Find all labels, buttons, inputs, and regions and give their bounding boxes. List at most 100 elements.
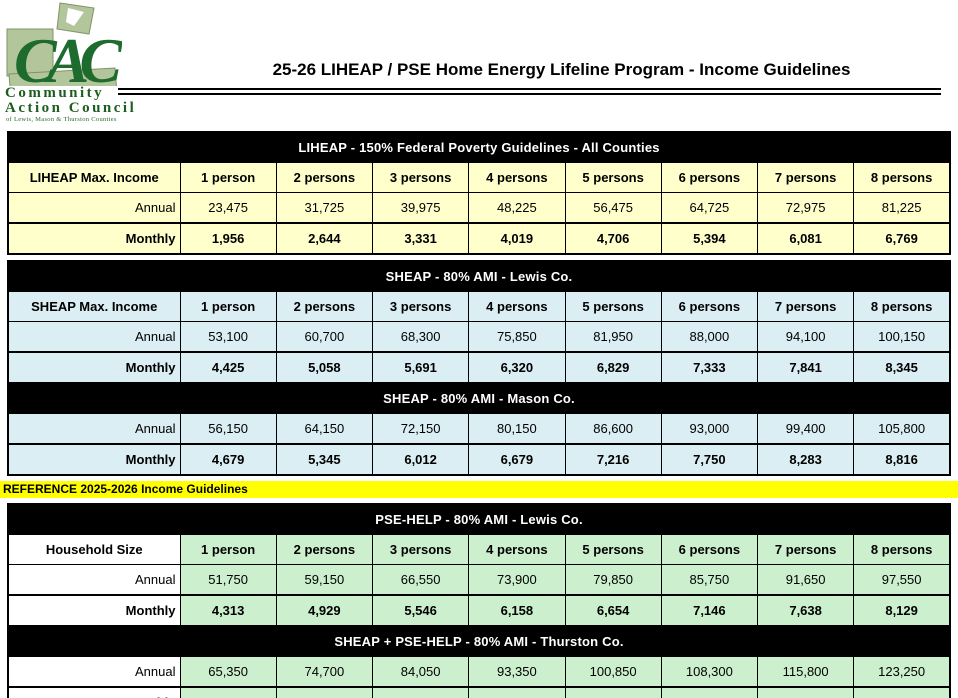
income-value: 86,600 — [564, 413, 662, 445]
income-value: 2,644 — [275, 222, 374, 255]
income-value: 6,829 — [564, 351, 662, 384]
section-band-title: SHEAP - 80% AMI - Lewis Co. — [7, 260, 951, 292]
income-value: 93,350 — [468, 656, 566, 688]
section-band-title: SHEAP - 80% AMI - Mason Co. — [7, 382, 951, 414]
row-label: Monthly — [7, 351, 181, 384]
income-value: 100,850 — [564, 656, 662, 688]
income-value: 75,850 — [468, 321, 566, 353]
person-column-header: 2 persons — [275, 162, 374, 193]
person-column-header: 8 persons — [853, 534, 951, 565]
row-label: Monthly — [7, 594, 181, 627]
income-value: 88,000 — [660, 321, 759, 353]
income-value: 23,475 — [179, 192, 277, 224]
income-value: 6,158 — [468, 594, 566, 627]
income-value: 53,100 — [179, 321, 277, 353]
income-value: 39,975 — [371, 192, 470, 224]
income-row: Annual 53,100 60,700 68,300 75,850 81,950 88,0… — [7, 321, 951, 353]
org-tagline: of Lewis, Mason & Thurston Counties — [6, 116, 117, 123]
income-row: Monthly 4,425 5,058 5,691 6,320 6,829 7,333 7,8… — [7, 351, 951, 384]
income-value: 59,150 — [275, 564, 374, 596]
income-value: 7,638 — [756, 594, 855, 627]
row-label: Annual — [7, 192, 181, 224]
org-name-line2: Action Council — [5, 100, 137, 116]
income-row: Monthly 1,956 2,644 3,331 4,019 4,706 5,394 6,0… — [7, 222, 951, 255]
person-column-header: 4 persons — [468, 534, 566, 565]
income-row: Annual 23,475 31,725 39,975 48,225 56,475 64,7… — [7, 192, 951, 224]
income-value: 72,150 — [371, 413, 470, 445]
income-value: 6,320 — [468, 351, 566, 384]
income-value: 100,150 — [853, 321, 951, 353]
income-value: 4,425 — [179, 351, 277, 384]
income-value: 4,019 — [468, 222, 566, 255]
income-value: 31,725 — [275, 192, 374, 224]
person-column-header: 8 persons — [853, 291, 951, 322]
org-name-line1: Community — [5, 85, 105, 101]
label-column-header: Household Size — [7, 534, 181, 565]
income-value: 7,779 — [468, 686, 566, 698]
income-value: 9,025 — [660, 686, 759, 698]
income-value: 8,129 — [853, 594, 951, 627]
income-value: 1,956 — [179, 222, 277, 255]
section-band-title: SHEAP + PSE-HELP - 80% AMI - Thurston Co… — [7, 625, 951, 657]
income-table-group: LIHEAP - 150% Federal Poverty Guidelines… — [7, 131, 951, 255]
income-value: 93,000 — [660, 413, 759, 445]
person-column-header: 3 persons — [371, 534, 470, 565]
person-column-header: 5 persons — [564, 291, 662, 322]
person-column-header: 6 persons — [660, 534, 759, 565]
person-column-header: 2 persons — [275, 534, 374, 565]
column-header-row: Household Size 1 person 2 persons 3 persons… — [7, 534, 951, 565]
income-value: 8,816 — [853, 443, 951, 476]
person-column-header: 3 persons — [371, 291, 470, 322]
income-value: 5,546 — [371, 594, 470, 627]
svg-text:CAC: CAC — [14, 25, 122, 86]
income-value: 60,700 — [275, 321, 374, 353]
income-value: 56,150 — [179, 413, 277, 445]
income-value: 64,725 — [660, 192, 759, 224]
income-row: Monthly5,4466,2257,0047,7798,4049,0259,6… — [7, 686, 951, 698]
income-value: 3,331 — [371, 222, 470, 255]
income-value: 85,750 — [660, 564, 759, 596]
income-value: 6,654 — [564, 594, 662, 627]
income-row: Annual 56,150 64,150 72,150 80,150 86,600 93,0… — [7, 413, 951, 445]
income-value: 81,950 — [564, 321, 662, 353]
person-column-header: 5 persons — [564, 162, 662, 193]
person-column-header: 6 persons — [660, 162, 759, 193]
income-value: 6,225 — [275, 686, 374, 698]
cac-monogram-icon: CAC — [6, 2, 122, 86]
person-column-header: 3 persons — [371, 162, 470, 193]
person-column-header: 1 person — [179, 534, 277, 565]
income-value: 108,300 — [660, 656, 759, 688]
income-table-group: PSE-HELP - 80% AMI - Lewis Co. Household … — [7, 503, 951, 698]
row-label: Monthly — [7, 222, 181, 255]
income-row: Monthly 4,313 4,929 5,546 6,158 6,654 7,146 7,6… — [7, 594, 951, 627]
income-value: 68,300 — [371, 321, 470, 353]
income-value: 79,850 — [564, 564, 662, 596]
income-row: Annual 51,750 59,150 66,550 73,900 79,850 85,7… — [7, 564, 951, 596]
income-row: Monthly 4,679 5,345 6,012 6,679 7,216 7,750 8,2… — [7, 443, 951, 476]
income-value: 7,216 — [564, 443, 662, 476]
row-label: Annual — [7, 564, 181, 596]
income-value: 81,225 — [853, 192, 951, 224]
income-value: 6,679 — [468, 443, 566, 476]
person-column-header: 1 person — [179, 291, 277, 322]
income-value: 65,350 — [179, 656, 277, 688]
income-value: 4,706 — [564, 222, 662, 255]
income-value: 7,146 — [660, 594, 759, 627]
label-column-header: LIHEAP Max. Income — [7, 162, 181, 193]
income-value: 7,333 — [660, 351, 759, 384]
person-column-header: 1 person — [179, 162, 277, 193]
row-label: Annual — [7, 321, 181, 353]
income-value: 5,345 — [275, 443, 374, 476]
income-value: 9,650 — [756, 686, 855, 698]
section-band-title: LIHEAP - 150% Federal Poverty Guidelines… — [7, 131, 951, 163]
income-value: 7,841 — [756, 351, 855, 384]
title-divider — [118, 88, 941, 95]
income-value: 4,679 — [179, 443, 277, 476]
person-column-header: 7 persons — [756, 291, 855, 322]
income-value: 123,250 — [853, 656, 951, 688]
income-value: 99,400 — [756, 413, 855, 445]
reference-note: REFERENCE 2025-2026 Income Guidelines — [0, 481, 958, 498]
person-column-header: 5 persons — [564, 534, 662, 565]
income-value: 115,800 — [756, 656, 855, 688]
